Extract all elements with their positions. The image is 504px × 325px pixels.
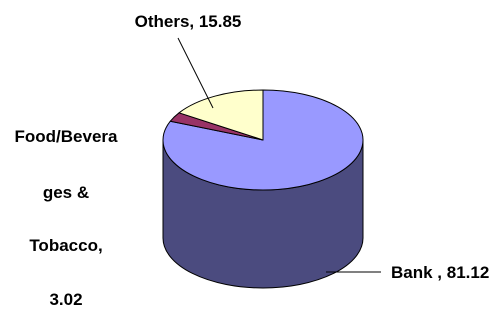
pie-labels: Bank , 81.12 Food/Bevera ges & Tobacco, 3.02… <box>15 12 490 309</box>
pie-tops <box>162 89 364 191</box>
leader-line-others <box>177 37 214 109</box>
data-label-food-beverages-tobacco: Tobacco, <box>29 236 102 255</box>
pie-slice-others <box>178 89 264 141</box>
data-label-bank: Bank , 81.12 <box>391 263 489 282</box>
pie-leaders <box>177 37 381 273</box>
data-label-food-beverages-tobacco: ges & <box>43 183 89 202</box>
data-label-food-beverages-tobacco: Food/Bevera <box>15 127 119 146</box>
data-label-food-beverages-tobacco: 3.02 <box>49 290 82 309</box>
data-label-others: Others, 15.85 <box>135 12 242 31</box>
